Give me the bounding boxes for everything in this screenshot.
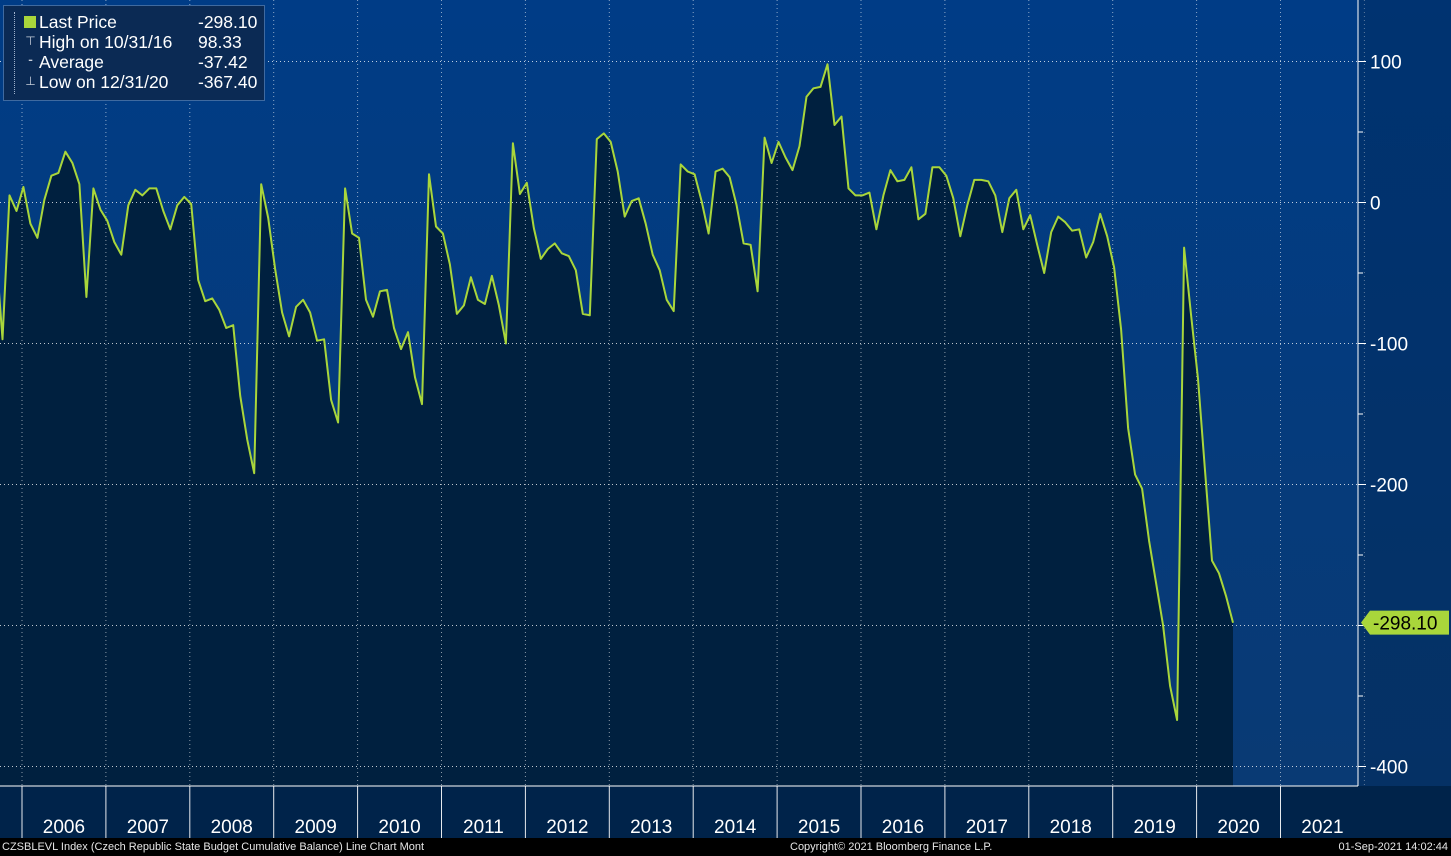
- area-fill: [0, 64, 1233, 786]
- series-line-last-price: [0, 63, 1234, 721]
- legend-row-high: ⊤ High on 10/31/16 98.33: [4, 32, 264, 52]
- legend-row-last-price: Last Price -298.10: [4, 12, 264, 32]
- x-tick-label: 2006: [43, 817, 85, 838]
- y-tick-label: -100: [1370, 335, 1408, 356]
- x-tick-label: 2018: [1050, 817, 1092, 838]
- legend-value-low: -367.40: [198, 72, 258, 92]
- legend-row-average: ⁃ Average -37.42: [4, 52, 264, 72]
- x-tick-label: 2014: [714, 817, 757, 838]
- low-marker-icon: ⊥: [25, 74, 36, 88]
- x-tick-label: 2021: [1301, 817, 1343, 838]
- average-marker-icon: ⁃: [27, 54, 34, 68]
- legend-label-high: High on 10/31/16: [39, 32, 173, 52]
- last-price-swatch-icon: [24, 16, 36, 28]
- x-tick-label: 2007: [127, 817, 169, 838]
- x-tick-label: 2016: [882, 817, 924, 838]
- chart-legend: Last Price -298.10 ⊤ High on 10/31/16 98…: [3, 5, 265, 101]
- footer-timestamp: 01-Sep-2021 14:02:44: [1338, 841, 1448, 853]
- x-tick-label: 2011: [463, 817, 504, 838]
- x-tick-label: 2012: [546, 817, 588, 838]
- legend-value-high: 98.33: [198, 32, 242, 52]
- y-tick-label: -400: [1370, 758, 1408, 779]
- x-tick-label: 2013: [630, 817, 672, 838]
- legend-label-last-price: Last Price: [39, 12, 117, 32]
- footer-copyright: Copyright© 2021 Bloomberg Finance L.P.: [790, 841, 993, 853]
- y-tick-label: 0: [1370, 194, 1381, 215]
- y-tick-label: -200: [1370, 476, 1408, 497]
- x-axis-band: [0, 786, 1451, 838]
- x-tick-label: 2017: [966, 817, 1008, 838]
- x-tick-label: 2015: [798, 817, 840, 838]
- y-axis-panel: [1358, 0, 1451, 856]
- chart-footer: CZSBLEVL Index (Czech Republic State Bud…: [0, 838, 1451, 856]
- x-tick-label: 2020: [1217, 817, 1259, 838]
- x-tick-label: 2019: [1134, 817, 1176, 838]
- y-tick-label: 100: [1370, 53, 1402, 74]
- x-tick-label: 2008: [211, 817, 253, 838]
- legend-row-low: ⊥ Low on 12/31/20 -367.40: [4, 72, 264, 92]
- legend-label-low: Low on 12/31/20: [39, 72, 169, 92]
- x-tick-label: 2010: [378, 817, 420, 838]
- x-tick-label: 2009: [295, 817, 337, 838]
- legend-value-last-price: -298.10: [198, 12, 258, 32]
- legend-tree-connector: [14, 12, 21, 94]
- last-value-badge-label: -298.10: [1373, 614, 1437, 635]
- last-value-badge: [1361, 610, 1449, 635]
- legend-label-average: Average: [39, 52, 104, 72]
- high-marker-icon: ⊤: [25, 34, 36, 48]
- legend-value-average: -37.42: [198, 52, 248, 72]
- footer-description: CZSBLEVL Index (Czech Republic State Bud…: [2, 841, 425, 853]
